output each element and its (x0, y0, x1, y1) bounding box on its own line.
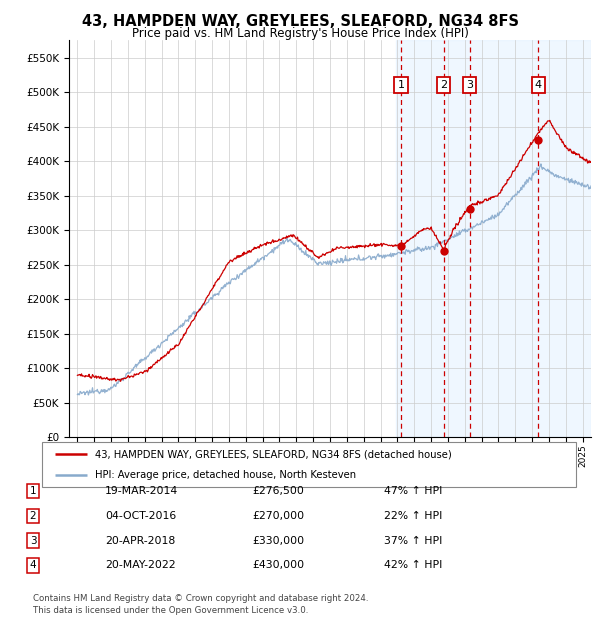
Text: 47% ↑ HPI: 47% ↑ HPI (384, 486, 442, 496)
Text: 2: 2 (29, 511, 37, 521)
Text: 43, HAMPDEN WAY, GREYLEES, SLEAFORD, NG34 8FS: 43, HAMPDEN WAY, GREYLEES, SLEAFORD, NG3… (82, 14, 518, 29)
Text: £330,000: £330,000 (252, 536, 304, 546)
Text: 20-MAY-2022: 20-MAY-2022 (105, 560, 176, 570)
Text: 2: 2 (440, 80, 447, 90)
Text: £270,000: £270,000 (252, 511, 304, 521)
FancyBboxPatch shape (42, 442, 576, 487)
Text: 4: 4 (29, 560, 37, 570)
Text: £276,500: £276,500 (252, 486, 304, 496)
Text: 22% ↑ HPI: 22% ↑ HPI (384, 511, 442, 521)
Text: 3: 3 (29, 536, 37, 546)
Text: Price paid vs. HM Land Registry's House Price Index (HPI): Price paid vs. HM Land Registry's House … (131, 27, 469, 40)
Bar (396, 40, 591, 437)
Text: HPI: Average price, detached house, North Kesteven: HPI: Average price, detached house, Nort… (95, 469, 356, 480)
Text: 04-OCT-2016: 04-OCT-2016 (105, 511, 176, 521)
Text: 3: 3 (466, 80, 473, 90)
Text: £430,000: £430,000 (252, 560, 304, 570)
Text: 43, HAMPDEN WAY, GREYLEES, SLEAFORD, NG34 8FS (detached house): 43, HAMPDEN WAY, GREYLEES, SLEAFORD, NG3… (95, 449, 452, 459)
Text: 19-MAR-2014: 19-MAR-2014 (105, 486, 178, 496)
Text: 1: 1 (29, 486, 37, 496)
Text: 20-APR-2018: 20-APR-2018 (105, 536, 175, 546)
Text: 37% ↑ HPI: 37% ↑ HPI (384, 536, 442, 546)
Text: 42% ↑ HPI: 42% ↑ HPI (384, 560, 442, 570)
Text: This data is licensed under the Open Government Licence v3.0.: This data is licensed under the Open Gov… (33, 606, 308, 616)
Text: 4: 4 (535, 80, 542, 90)
Text: Contains HM Land Registry data © Crown copyright and database right 2024.: Contains HM Land Registry data © Crown c… (33, 594, 368, 603)
Text: 1: 1 (397, 80, 404, 90)
